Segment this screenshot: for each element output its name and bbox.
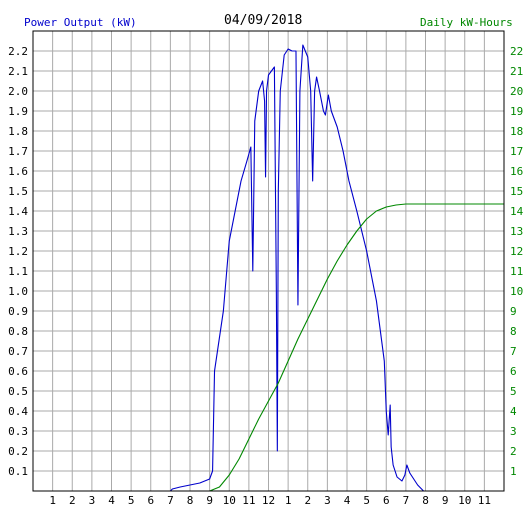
- chart-series: [169, 44, 504, 492]
- x-tick-label: 2: [69, 494, 76, 507]
- y-right-tick-label: 11: [510, 265, 523, 278]
- y-right-tick-label: 1: [510, 465, 517, 478]
- x-tick-label: 4: [344, 494, 351, 507]
- grid-lines: [33, 31, 504, 491]
- y-right-tick-label: 16: [510, 165, 523, 178]
- y-left-tick-label: 0.1: [8, 465, 28, 478]
- x-tick-label: 3: [324, 494, 331, 507]
- y-right-tick-label: 18: [510, 125, 523, 138]
- y-left-tick-label: 0.6: [8, 365, 28, 378]
- x-tick-label: 9: [442, 494, 449, 507]
- y-left-tick-label: 0.2: [8, 445, 28, 458]
- y-right-tick-label: 17: [510, 145, 523, 158]
- tick-labels: 0.1 0.2 0.3 0.4 0.5 0.6 0.7 0.8 0.9 1.0 1.1 1.2 1.3 1…: [8, 45, 523, 507]
- daily-kwh-line: [209, 203, 504, 492]
- y-left-tick-label: 0.9: [8, 305, 28, 318]
- y-right-tick-label: 14: [510, 205, 524, 218]
- y-left-tick-label: 0.7: [8, 345, 28, 358]
- y-right-tick-label: 6: [510, 365, 517, 378]
- x-tick-label: 6: [383, 494, 390, 507]
- x-tick-label: 12: [262, 494, 275, 507]
- y-right-tick-label: 20: [510, 85, 523, 98]
- y-left-tick-label: 1.3: [8, 225, 28, 238]
- y-right-tick-label: 3: [510, 425, 517, 438]
- y-right-tick-label: 15: [510, 185, 523, 198]
- x-tick-label: 3: [89, 494, 96, 507]
- y-left-tick-label: 1.5: [8, 185, 28, 198]
- x-tick-label: 5: [363, 494, 370, 507]
- y-right-tick-label: 4: [510, 405, 517, 418]
- y-right-tick-label: 13: [510, 225, 523, 238]
- x-tick-label: 10: [223, 494, 236, 507]
- y-right-tick-label: 21: [510, 65, 523, 78]
- y-left-tick-label: 1.0: [8, 285, 28, 298]
- right-axis-title: Daily kW-Hours: [420, 16, 513, 29]
- plot-frame: [32, 30, 505, 492]
- y-left-tick-label: 0.5: [8, 385, 28, 398]
- y-right-tick-label: 5: [510, 385, 517, 398]
- y-right-tick-label: 2: [510, 445, 517, 458]
- x-tick-label: 8: [422, 494, 429, 507]
- y-left-tick-label: 1.1: [8, 265, 28, 278]
- y-left-tick-label: 1.9: [8, 105, 28, 118]
- x-tick-label: 7: [403, 494, 410, 507]
- y-left-tick-label: 2.2: [8, 45, 28, 58]
- y-left-tick-label: 1.7: [8, 145, 28, 158]
- x-tick-label: 9: [206, 494, 213, 507]
- y-right-tick-label: 9: [510, 305, 517, 318]
- y-left-tick-label: 2.0: [8, 85, 28, 98]
- power-output-line: [169, 44, 424, 492]
- x-tick-label: 1: [49, 494, 56, 507]
- x-tick-label: 8: [187, 494, 194, 507]
- x-tick-label: 11: [242, 494, 255, 507]
- x-tick-label: 7: [167, 494, 174, 507]
- y-right-tick-label: 12: [510, 245, 523, 258]
- x-tick-label: 5: [128, 494, 135, 507]
- y-left-tick-label: 2.1: [8, 65, 28, 78]
- y-left-tick-label: 1.6: [8, 165, 28, 178]
- x-tick-label: 4: [108, 494, 115, 507]
- x-tick-label: 2: [304, 494, 311, 507]
- x-tick-label: 10: [458, 494, 471, 507]
- y-right-tick-label: 10: [510, 285, 523, 298]
- y-right-tick-label: 19: [510, 105, 523, 118]
- left-axis-title: Power Output (kW): [24, 16, 137, 29]
- y-left-tick-label: 0.8: [8, 325, 28, 338]
- x-tick-label: 11: [478, 494, 491, 507]
- x-tick-label: 6: [147, 494, 154, 507]
- y-left-tick-label: 0.3: [8, 425, 28, 438]
- y-left-tick-label: 0.4: [8, 405, 28, 418]
- x-tick-label: 1: [285, 494, 292, 507]
- y-right-tick-label: 22: [510, 45, 523, 58]
- y-left-tick-label: 1.4: [8, 205, 28, 218]
- y-left-tick-label: 1.2: [8, 245, 28, 258]
- chart-date-title: 04/09/2018: [224, 13, 302, 28]
- y-left-tick-label: 1.8: [8, 125, 28, 138]
- y-right-tick-label: 7: [510, 345, 517, 358]
- y-right-tick-label: 8: [510, 325, 517, 338]
